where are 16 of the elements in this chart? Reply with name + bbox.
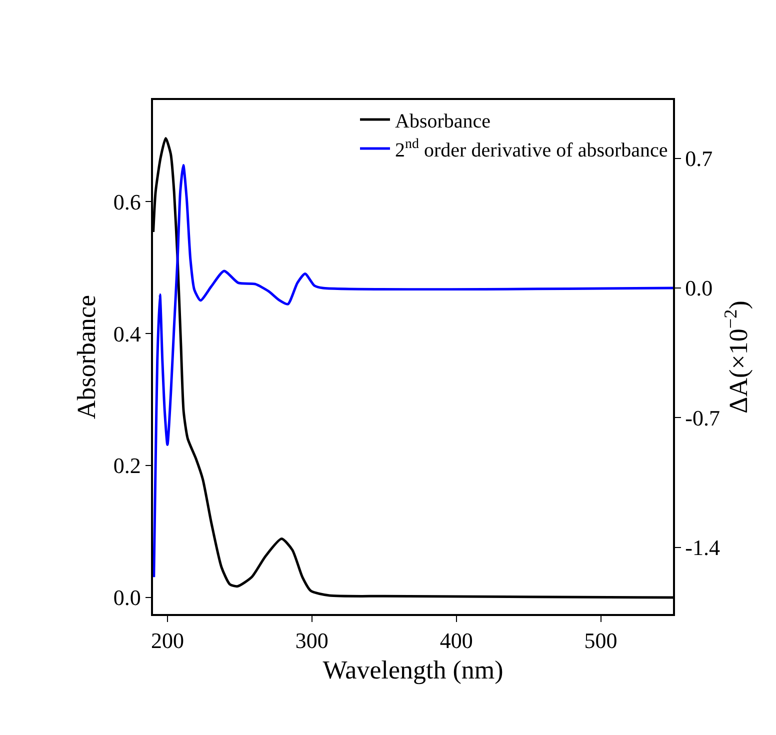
x-tick-label: 200 — [150, 628, 184, 654]
y2-tick-label: -1.4 — [685, 535, 720, 560]
y2-tick-label: 0.7 — [685, 146, 713, 172]
x-tick-label: 400 — [440, 628, 473, 654]
x-axis-title: Wavelength (nm) — [322, 655, 504, 684]
y-tick-label: 0.2 — [113, 453, 141, 478]
y2-tick-label: -0.7 — [685, 405, 720, 430]
x-tick-label: 300 — [295, 628, 328, 654]
y-tick-label: 0.6 — [113, 189, 141, 214]
x-tick-label: 500 — [584, 628, 618, 654]
y-tick-label: 0.4 — [113, 321, 141, 346]
y2-tick-label: 0.0 — [685, 276, 713, 301]
legend-label: Absorbance — [395, 110, 491, 132]
y-tick-label: 0.0 — [113, 585, 141, 610]
legend-label: 2$^{nd}$ order derivative of absorbance — [395, 136, 668, 162]
y-axis-title: Absorbance — [72, 294, 102, 420]
